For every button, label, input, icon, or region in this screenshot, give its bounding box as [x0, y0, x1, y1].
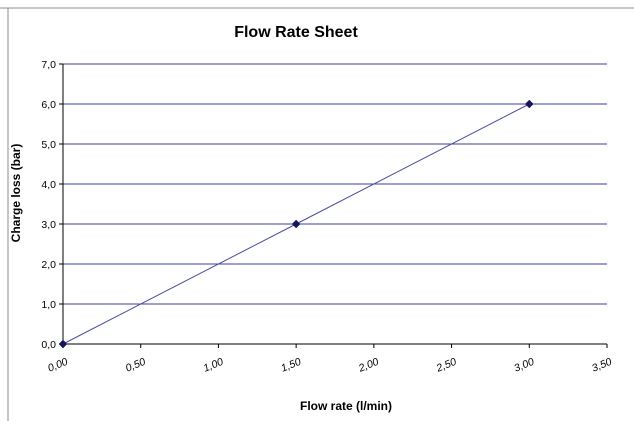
x-tick-label-0: 0,00: [46, 356, 70, 375]
x-tick-label-5: 2,50: [434, 356, 459, 375]
x-tick-label-6: 3,00: [512, 356, 536, 375]
y-tick-labels: 0,0 1,0 2,0 3,0 4,0 5,0 6,0 7,0: [41, 59, 56, 351]
x-tick-label-3: 1,50: [279, 356, 303, 375]
y-tick-label-5: 5,0: [41, 139, 56, 151]
data-point-0-2: [524, 99, 534, 109]
x-tick-label-2: 1,00: [202, 356, 226, 375]
data-series: [58, 99, 534, 349]
chart-title: Flow Rate Sheet: [234, 24, 358, 41]
y-tick-label-6: 6,0: [41, 99, 56, 111]
gridlines: [63, 63, 607, 305]
x-axis-label: Flow rate (l/min): [300, 399, 392, 413]
y-tick-label-2: 2,0: [41, 259, 56, 271]
x-tick-label-7: 3,50: [590, 356, 614, 375]
data-point-0-0: [58, 339, 68, 349]
y-tick-label-3: 3,0: [41, 219, 56, 231]
data-point-0-1: [291, 219, 301, 229]
y-tick-label-7: 7,0: [41, 59, 56, 71]
x-tick-label-1: 0,50: [124, 356, 148, 375]
x-tick-label-4: 2,00: [356, 356, 381, 375]
x-tick-labels: 0,00 0,50 1,00 1,50 2,00 2,50 3,00 3,50: [46, 356, 614, 375]
y-axis-label: Charge loss (bar): [9, 144, 23, 243]
y-tick-label-4: 4,0: [41, 179, 56, 191]
y-tick-label-0: 0,0: [41, 339, 56, 351]
y-tick-label-1: 1,0: [41, 299, 56, 311]
